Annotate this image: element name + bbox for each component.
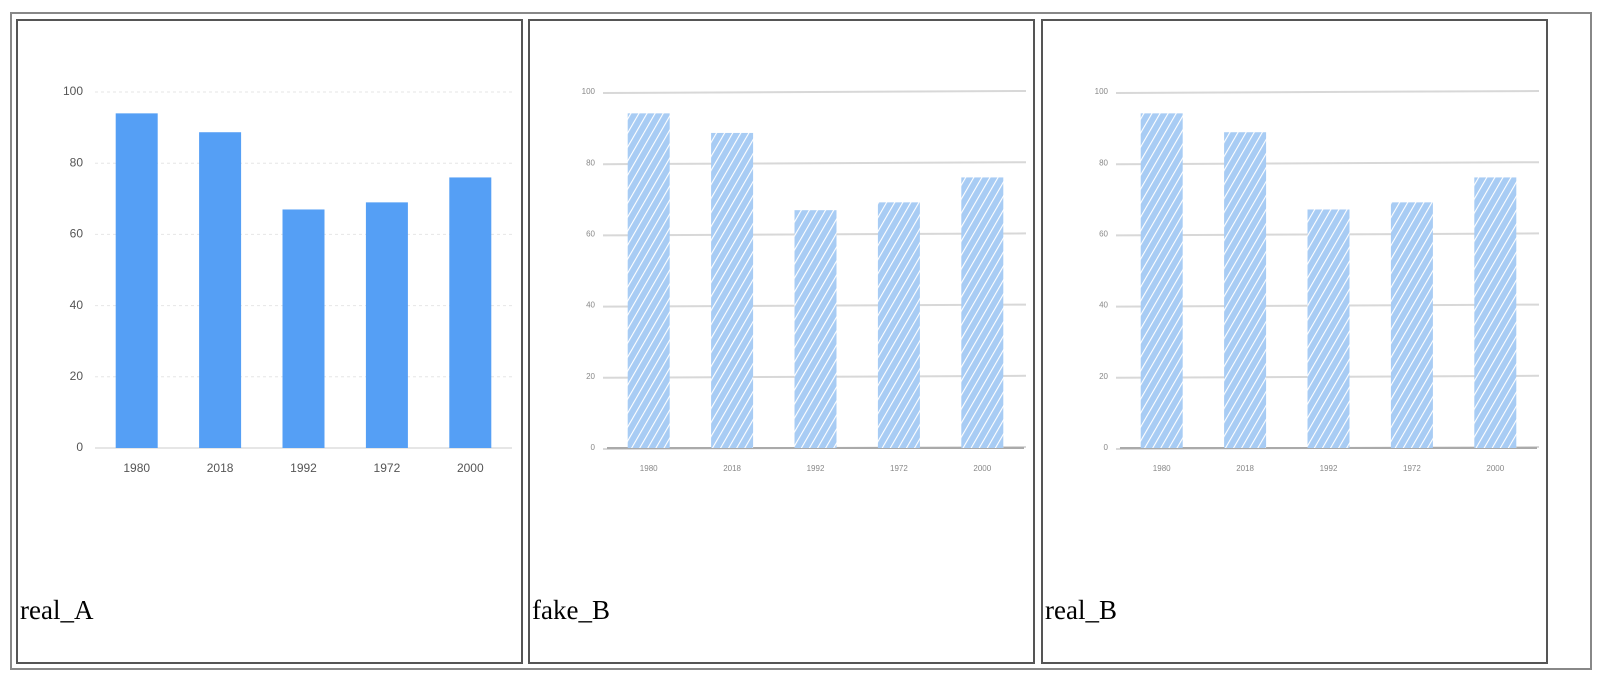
x-tick-label: 1980: [640, 464, 658, 473]
x-tick-label: 2000: [457, 461, 484, 475]
bar: [1224, 132, 1267, 448]
x-tick-label: 1972: [1403, 464, 1421, 473]
bar: [961, 177, 1004, 448]
x-tick-label: 2000: [1486, 464, 1504, 473]
y-tick-label: 60: [70, 227, 84, 241]
y-tick-label: 80: [586, 158, 595, 167]
panel: 0 20 40 60 80 100 1980 2018 1992 1972 2000 real_A: [16, 19, 523, 664]
y-tick-label: 0: [591, 443, 596, 452]
bar: [1307, 209, 1350, 448]
bar: [449, 177, 492, 448]
grid-line: [602, 90, 1027, 94]
y-tick-label: 40: [1099, 301, 1108, 310]
panel: 0 20 40 60 80 100 1980 2018 1992 1972 2000 fake_B: [528, 19, 1035, 664]
y-tick-label: 20: [70, 369, 84, 383]
x-tick-label: 2000: [973, 464, 991, 473]
y-tick-label: 40: [586, 301, 595, 310]
chart: 0 20 40 60 80 100 1980 2018 1992 1972 2000: [63, 84, 512, 475]
x-tick-label: 2018: [207, 461, 234, 475]
bar: [794, 210, 837, 448]
y-tick-label: 0: [1104, 443, 1109, 452]
bar: [365, 202, 408, 448]
table-frame: [10, 12, 1592, 670]
bar: [627, 113, 670, 449]
x-tick-label: 1972: [890, 464, 908, 473]
y-tick-label: 20: [1099, 372, 1108, 381]
y-tick-label: 100: [1095, 87, 1109, 96]
grid-line: [1115, 90, 1540, 94]
y-tick-label: 60: [1099, 230, 1108, 239]
caption: real_A: [20, 595, 94, 625]
x-tick-label: 1992: [807, 464, 825, 473]
y-tick-label: 80: [1099, 158, 1108, 167]
y-tick-label: 80: [70, 155, 84, 169]
caption: fake_B: [532, 595, 610, 625]
y-tick-label: 40: [70, 298, 84, 312]
bar: [877, 202, 920, 448]
panel: 0 20 40 60 80 100 1980 2018 1992 1972 2000 real_B: [1041, 19, 1548, 664]
x-tick-label: 1980: [1153, 464, 1171, 473]
x-tick-label: 2018: [723, 464, 741, 473]
x-tick-label: 1972: [374, 461, 401, 475]
bar: [711, 132, 754, 448]
bar: [115, 113, 158, 449]
y-tick-label: 60: [586, 230, 595, 239]
x-tick-label: 1992: [290, 461, 317, 475]
grid-line: [1115, 161, 1540, 166]
x-tick-label: 1980: [123, 461, 150, 475]
x-tick-label: 2018: [1236, 464, 1254, 473]
y-tick-label: 100: [63, 84, 83, 98]
bar: [1140, 113, 1183, 449]
bar: [1474, 177, 1517, 448]
chart: 0 20 40 60 80 100 1980 2018 1992 1972 2000: [1095, 87, 1540, 473]
x-tick-label: 1992: [1320, 464, 1338, 473]
y-tick-label: 100: [582, 87, 596, 96]
bar: [1390, 202, 1433, 448]
y-tick-label: 0: [76, 440, 83, 454]
bar: [282, 209, 325, 448]
chart: 0 20 40 60 80 100 1980 2018 1992 1972 2000: [582, 87, 1027, 473]
grid-line: [602, 161, 1027, 166]
y-tick-label: 20: [586, 372, 595, 381]
bar: [199, 132, 242, 448]
caption: real_B: [1045, 595, 1117, 625]
